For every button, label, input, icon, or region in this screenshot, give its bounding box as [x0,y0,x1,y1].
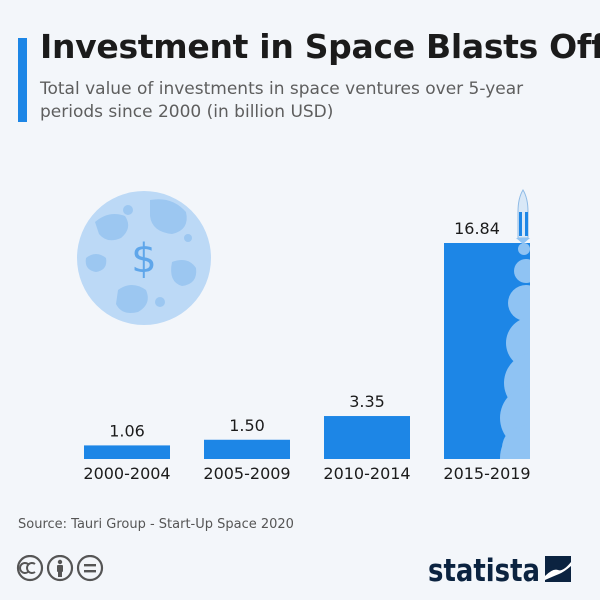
statista-mark-icon [545,556,571,582]
no-derivatives-icon[interactable] [76,555,104,582]
value-label-2000-2004: 1.06 [109,421,145,440]
license-icons [16,555,104,582]
chart-subtitle: Total value of investments in space vent… [40,79,524,122]
category-label-2015-2019: 2015-2019 [443,464,530,483]
bar-2010-2014 [324,416,410,459]
statista-logo-text: statista [428,553,540,588]
bar-2005-2009 [204,439,290,459]
category-label-2000-2004: 2000-2004 [83,464,170,483]
value-label-2010-2014: 3.35 [349,392,385,411]
source-text: Source: Tauri Group - Start-Up Space 202… [18,517,294,532]
statista-logo[interactable]: statista [428,548,588,588]
bar-2000-2004 [84,445,170,459]
category-label-2005-2009: 2005-2009 [203,464,290,483]
bars-group: 1.06 2000-2004 1.50 2005-2009 3.35 2010-2014 1… [83,219,530,483]
rocket-exhaust-clouds [500,243,530,459]
dollar-moon-icon: $ [77,191,211,325]
rocket-icon [516,189,530,244]
chart-title: Investment in Space Blasts Off [40,27,600,66]
title-accent-bar [18,38,27,122]
attribution-icon[interactable] [46,555,74,582]
value-label-2005-2009: 1.50 [229,416,265,435]
creative-commons-icon[interactable] [16,555,44,582]
value-label-2015-2019: 16.84 [454,219,500,238]
dollar-sign: $ [131,236,156,282]
category-label-2010-2014: 2010-2014 [323,464,410,483]
